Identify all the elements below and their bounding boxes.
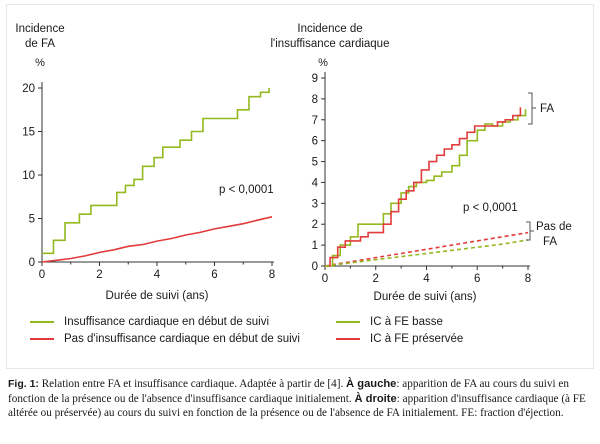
- right-series-line-1: [325, 109, 527, 267]
- left-x-tick-label: 0: [39, 269, 45, 281]
- bracket-no-fa-label-line1: Pas de: [536, 221, 572, 233]
- left-y-tick-label: 0: [29, 257, 35, 269]
- caption-fig-label: Fig. 1:: [8, 378, 39, 390]
- legend-left-item-1: Insuffisance cardiaque en début de suivi: [30, 316, 269, 328]
- legend-left-item-2: Pas d'insuffisance cardiaque en début de…: [30, 333, 300, 345]
- right-series-line-2: [325, 107, 522, 267]
- right-y-tick-label: 8: [312, 94, 318, 106]
- right-y-tick-label: 7: [312, 115, 318, 127]
- right-x-tick-label: 6: [474, 273, 480, 285]
- legend-right-swatch-1: [336, 321, 360, 323]
- right-x-tick-label: 2: [373, 273, 379, 285]
- right-y-tick-label: 2: [312, 219, 318, 231]
- left-xlabel: Durée de suivi (ans): [106, 290, 209, 302]
- right-y-tick-label: 1: [312, 240, 318, 252]
- right-ylabel-line2: l'insuffisance cardiaque: [271, 38, 390, 50]
- left-pvalue-annotation: p < 0,0001: [219, 184, 274, 196]
- left-y-tick-label: 15: [22, 127, 35, 139]
- right-ylabel-line1: Incidence de: [297, 23, 362, 35]
- right-y-tick-label: 3: [312, 198, 318, 210]
- left-y-tick-label: 5: [29, 214, 35, 226]
- right-y-tick-label: 6: [312, 136, 318, 148]
- legend-left-label-2: Pas d'insuffisance cardiaque en début de…: [64, 333, 300, 345]
- left-y-tick-label: 10: [22, 170, 35, 182]
- legend-left-swatch-2: [30, 338, 54, 340]
- right-x-tick-label: 8: [525, 273, 531, 285]
- bracket-no-fa: [526, 221, 534, 241]
- right-y-tick-label: 4: [312, 177, 319, 189]
- charts-svg: Incidence de FA % Durée de suivi (ans) p…: [15, 23, 572, 303]
- right-y-tick-label: 9: [312, 73, 318, 85]
- left-y-tick-label: 20: [22, 83, 35, 95]
- right-y-tick-label: 5: [312, 157, 318, 169]
- left-unit-label: %: [35, 57, 45, 69]
- right-series-line-3: [324, 231, 529, 267]
- figure-panel: [6, 4, 594, 369]
- left-series-line-2: [41, 216, 273, 263]
- left-series-line-1: [42, 88, 270, 255]
- left-axes: 0 5 10 15 20 0 2 4 6 8: [22, 82, 275, 281]
- right-x-tick-label: 4: [423, 273, 430, 285]
- caption-text-3: : apparition d'insuffisance cardiaque (à…: [8, 392, 586, 420]
- legend-right-item-2: IC à FE préservée: [336, 333, 463, 345]
- legend-right-swatch-2: [336, 338, 360, 340]
- left-x-tick-label: 8: [269, 269, 275, 281]
- right-series-line-4: [324, 239, 529, 267]
- caption-bold-right: À droite: [354, 392, 397, 405]
- left-series-group: [41, 88, 273, 263]
- left-ylabel-line1: Incidence: [15, 23, 64, 35]
- legend-right-label-1: IC à FE basse: [370, 316, 443, 328]
- legend-left-swatch-1: [30, 321, 54, 323]
- right-series-group: [324, 107, 529, 267]
- right-unit-label: %: [318, 57, 328, 69]
- right-xlabel: Durée de suivi (ans): [374, 291, 477, 303]
- left-x-tick-label: 2: [96, 269, 102, 281]
- left-x-tick-label: 4: [154, 269, 161, 281]
- caption-text-1: Relation entre FA et insuffisance cardia…: [38, 378, 347, 390]
- right-pvalue-annotation: p < 0,0001: [463, 202, 518, 214]
- left-ylabel-line2: de FA: [25, 38, 55, 50]
- right-x-tick-label: 0: [322, 273, 328, 285]
- right-axes: 0 1 2 3 4 5 6 7 8 9 0 2 4 6 8: [312, 72, 531, 285]
- legend-left-label-1: Insuffisance cardiaque en début de suivi: [64, 316, 270, 328]
- left-x-tick-label: 6: [211, 269, 217, 281]
- figure-caption: Fig. 1: Relation entre FA et insuffisanc…: [8, 377, 594, 421]
- legend-right-label-2: IC à FE préservée: [370, 333, 464, 345]
- caption-bold-left: À gauche: [346, 378, 397, 390]
- right-y-tick-label: 0: [312, 261, 318, 273]
- bracket-fa: [528, 92, 536, 125]
- bracket-no-fa-label-line2: FA: [543, 236, 557, 248]
- legend-right-item-1: IC à FE basse: [336, 316, 443, 328]
- bracket-fa-label: FA: [540, 103, 554, 115]
- caption-text-2: : apparition de FA au cours du suivi en …: [8, 378, 569, 405]
